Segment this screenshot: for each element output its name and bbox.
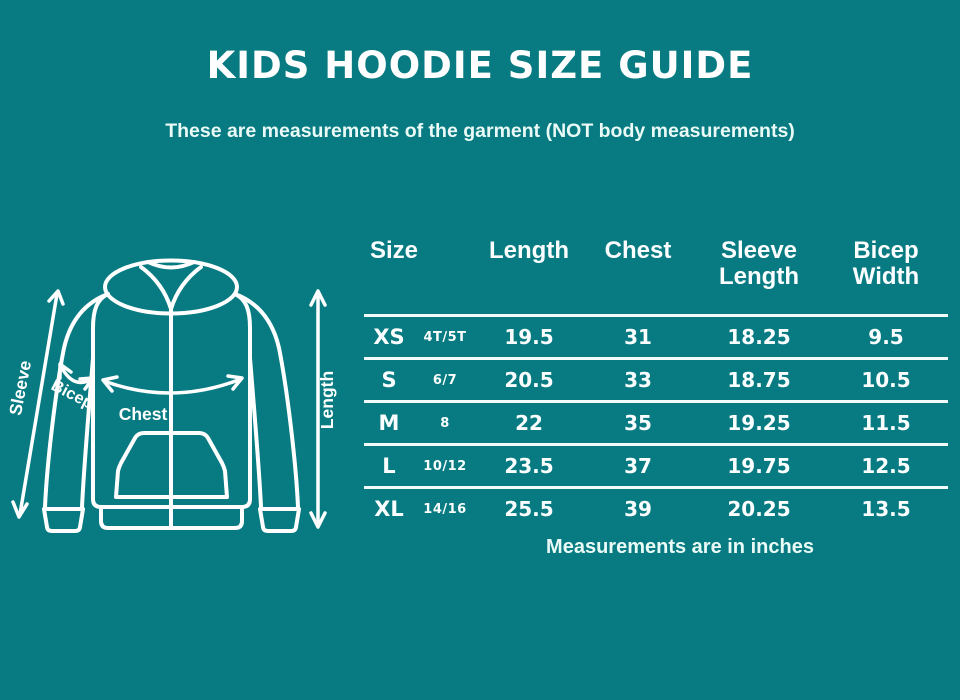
subtitle: These are measurements of the garment (N… xyxy=(165,120,795,142)
length-cell: 22 xyxy=(515,411,543,435)
bicep-width-cell: 11.5 xyxy=(861,411,911,435)
table-row-xs: XS 4T/5T 19.5 31 18.25 9.5 xyxy=(364,314,948,357)
bicep-width-cell: 12.5 xyxy=(861,454,911,478)
right-cuff xyxy=(258,507,301,533)
age-cell: 8 xyxy=(440,415,450,431)
pocket-outline xyxy=(114,431,229,499)
col-header-chest: Chest xyxy=(604,237,672,264)
hoodie-diagram: Sleeve Bicep Chest Length xyxy=(5,258,337,533)
sleeve-arrow xyxy=(18,292,59,516)
size-table-header: Size Length Chest Sleeve Length Bicep Wi… xyxy=(364,238,948,314)
length-arrowhead-bottom xyxy=(309,511,327,529)
sleeve-length-cell: 18.75 xyxy=(727,368,791,392)
chest-arrowhead-left xyxy=(101,375,119,393)
size-cell: L xyxy=(382,454,396,478)
hood-collar-seam xyxy=(146,260,196,270)
length-cell: 23.5 xyxy=(504,454,554,478)
size-table-body: XS 4T/5T 19.5 31 18.25 9.5 S 6/7 20.5 33… xyxy=(364,314,948,529)
bicep-width-cell: 13.5 xyxy=(861,497,911,521)
col-header-sleeve-length: Sleeve Length xyxy=(719,237,799,290)
age-cell: 4T/5T xyxy=(423,329,467,345)
left-sleeve-outer xyxy=(43,292,110,509)
table-row-s: S 6/7 20.5 33 18.75 10.5 xyxy=(364,357,948,400)
table-row-xl: XL 14/16 25.5 39 20.25 13.5 xyxy=(364,486,948,529)
age-cell: 14/16 xyxy=(423,501,467,517)
table-row-m: M 8 22 35 19.25 11.5 xyxy=(364,400,948,443)
age-cell: 6/7 xyxy=(432,372,458,388)
table-row-l: L 10/12 23.5 37 19.75 12.5 xyxy=(364,443,948,486)
sleeve-arrowhead-top xyxy=(47,289,65,306)
sleeve-arrowhead-bottom xyxy=(11,500,29,519)
chest-arrow xyxy=(102,377,243,395)
col-header-size: Size xyxy=(370,237,419,264)
hood-opening xyxy=(139,265,203,311)
bicep-arrowhead-left xyxy=(58,362,73,380)
size-table: Size Length Chest Sleeve Length Bicep Wi… xyxy=(364,238,948,529)
right-sleeve-outer xyxy=(233,292,300,509)
sleeve-length-cell: 20.25 xyxy=(727,497,791,521)
page-title: KIDS HOODIE SIZE GUIDE xyxy=(206,44,754,87)
length-arrowhead-top xyxy=(309,289,327,307)
bicep-arrow xyxy=(59,364,94,385)
col-header-length: Length xyxy=(489,237,569,264)
left-cuff xyxy=(42,507,85,533)
chest-arrowhead-right xyxy=(226,374,244,391)
length-cell: 25.5 xyxy=(504,497,554,521)
chest-cell: 31 xyxy=(624,325,652,349)
size-cell: XL xyxy=(374,497,404,521)
size-cell: M xyxy=(378,411,400,435)
size-cell: S xyxy=(381,368,397,392)
chest-cell: 33 xyxy=(624,368,652,392)
sleeve-length-cell: 19.75 xyxy=(727,454,791,478)
chest-cell: 35 xyxy=(624,411,652,435)
bicep-width-cell: 9.5 xyxy=(868,325,904,349)
col-header-bicep-width: Bicep Width xyxy=(852,237,920,290)
sleeve-length-cell: 19.25 xyxy=(727,411,791,435)
length-cell: 19.5 xyxy=(504,325,554,349)
sleeve-label: Sleeve xyxy=(5,358,35,417)
age-cell: 10/12 xyxy=(423,458,467,474)
length-cell: 20.5 xyxy=(504,368,554,392)
sleeve-length-cell: 18.25 xyxy=(727,325,791,349)
right-sleeve-inner xyxy=(248,356,263,509)
bicep-width-cell: 10.5 xyxy=(861,368,911,392)
left-sleeve-inner xyxy=(80,356,95,509)
size-cell: XS xyxy=(373,325,405,349)
chest-cell: 37 xyxy=(624,454,652,478)
length-label: Length xyxy=(317,371,337,429)
units-note: Measurements are in inches xyxy=(546,536,814,558)
chest-cell: 39 xyxy=(624,497,652,521)
bicep-arrowhead-right xyxy=(78,376,95,391)
chest-label: Chest xyxy=(119,404,168,424)
